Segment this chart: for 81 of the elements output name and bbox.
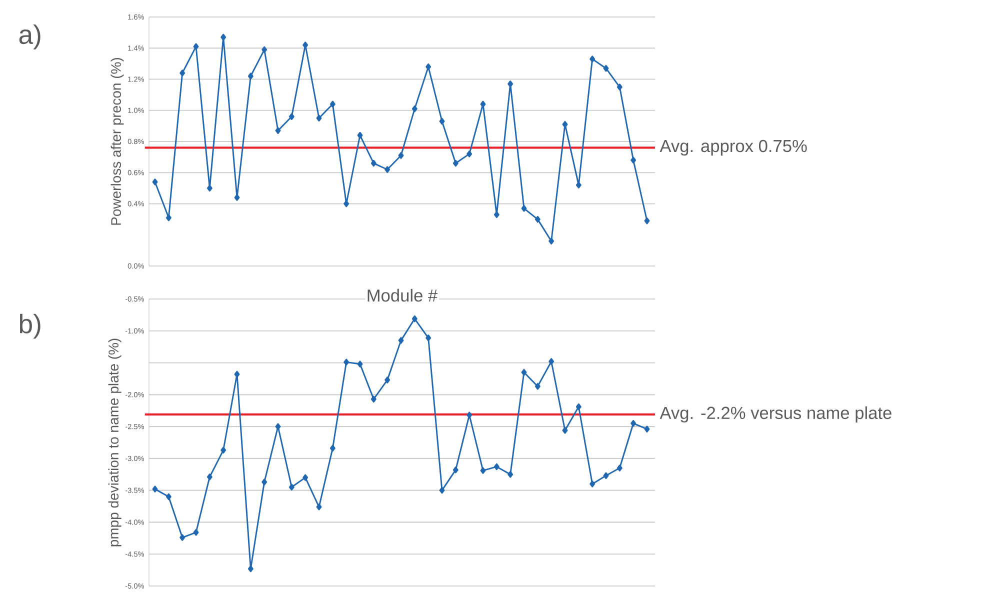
point [370,160,376,167]
point [562,120,568,128]
point [180,534,186,541]
point [206,184,212,192]
point [439,118,445,125]
point [630,156,636,164]
point [521,204,527,212]
point [302,42,308,48]
point [344,200,350,208]
point [344,358,350,366]
point [480,467,486,474]
point [206,474,212,480]
point [576,182,582,188]
point [180,70,186,76]
point [330,444,336,452]
point [220,446,226,454]
point [412,315,418,322]
point [302,474,308,481]
point [248,72,254,80]
point [262,478,268,486]
point [616,84,622,90]
point [193,43,199,50]
point [644,426,650,432]
point [166,214,172,222]
point [534,216,540,223]
point [494,463,500,470]
point [275,423,281,430]
point [521,368,527,376]
x-axis-title: Module # [368,288,438,302]
point [357,360,363,368]
point [452,466,458,474]
point [644,217,650,224]
point [316,503,322,510]
point [562,426,568,434]
point [439,486,445,494]
point [370,396,376,403]
text: a) [19,24,40,50]
point [590,56,596,62]
point [152,486,158,492]
point [466,150,472,158]
point [288,484,294,491]
point [248,565,254,572]
point [330,100,336,108]
point [494,211,500,218]
point [508,470,514,478]
point [426,334,432,342]
point [220,34,226,41]
point [576,403,582,410]
point [603,472,609,480]
y-axis-title: pmpp deviation to name plate (%) [108,338,122,546]
point [603,64,609,72]
point [275,127,281,134]
point [398,152,404,159]
point [152,178,158,186]
point [234,194,240,201]
point [398,337,404,344]
point [234,370,240,378]
point [357,132,363,139]
point [466,412,472,418]
point [480,100,486,108]
point [166,493,172,500]
point [616,464,622,472]
point [548,238,554,244]
text: b) [20,314,40,339]
ref-line-label: Avg. -2.2% versus name plate [660,406,892,422]
ref-line-label: Avg. approx 0.75% [660,140,807,156]
point [384,166,390,173]
point [548,358,554,365]
y-axis-title: Powerloss after precon (%) [110,58,124,225]
point [316,114,322,122]
point [590,480,596,488]
point [412,105,418,112]
point [508,80,514,88]
point [426,63,432,70]
point [452,160,458,167]
point [534,382,540,390]
point [288,113,294,120]
point [262,46,268,54]
point [384,376,390,384]
point [193,529,199,536]
point [630,420,636,427]
